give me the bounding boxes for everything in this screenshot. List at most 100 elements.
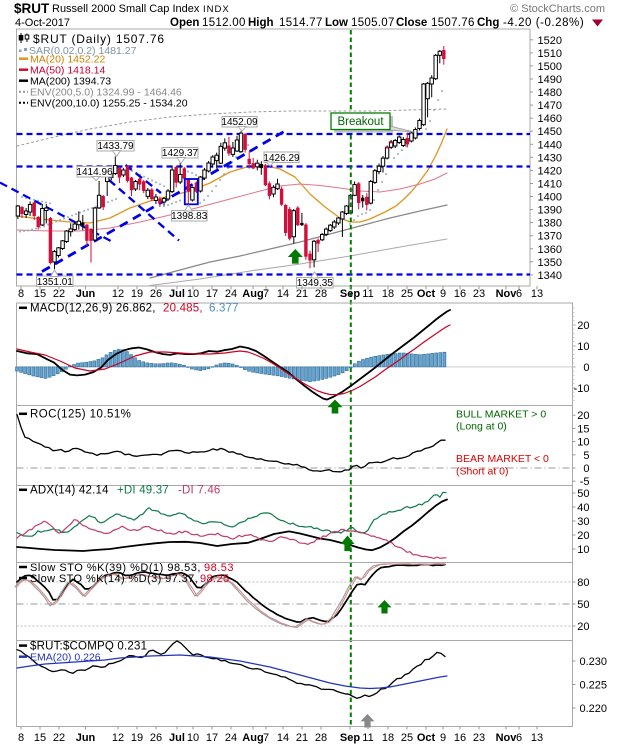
svg-text:18: 18 [382,288,394,300]
svg-text:Sep: Sep [340,288,360,300]
svg-text:Close: Close [396,17,427,29]
svg-text:17: 17 [206,288,218,300]
svg-text:Oct: Oct [417,732,436,744]
svg-text:1520: 1520 [538,35,562,47]
svg-text:6: 6 [516,288,522,300]
svg-text:MACD(12,26,9) 26.862,: MACD(12,26,9) 26.862, [30,303,156,315]
svg-text:20: 20 [577,621,589,633]
svg-text:10: 10 [577,544,589,556]
svg-text:16: 16 [454,732,466,744]
svg-text:1433.79: 1433.79 [97,141,134,152]
svg-text:Sep: Sep [340,732,360,744]
svg-text:13: 13 [531,732,543,744]
svg-text:Oct: Oct [417,288,436,300]
svg-text:Chg: Chg [477,17,499,29]
svg-text:-5: -5 [580,476,590,488]
svg-text:6.377: 6.377 [209,303,239,315]
svg-text:24: 24 [225,288,237,300]
svg-text:13: 13 [531,288,543,300]
svg-text:24: 24 [225,732,237,744]
svg-text:Nov: Nov [496,732,518,744]
svg-text:1426.29: 1426.29 [263,153,300,164]
svg-text:28: 28 [315,288,327,300]
svg-text:Low: Low [325,17,348,29]
svg-text:Aug: Aug [242,732,263,744]
svg-text:12: 12 [112,288,124,300]
svg-text:(Long at 0): (Long at 0) [456,421,507,433]
svg-text:1350: 1350 [538,257,562,269]
svg-text:50: 50 [577,599,589,611]
svg-text:-4.20 (-0.28%): -4.20 (-0.28%) [503,17,584,29]
svg-text:1452.09: 1452.09 [221,117,258,128]
svg-text:8: 8 [18,732,24,744]
svg-text:10: 10 [577,437,589,449]
svg-text:1340: 1340 [538,270,562,282]
svg-text:Slow STO %K(39) %D(1) 98.53,: Slow STO %K(39) %D(1) 98.53, [30,562,201,574]
svg-text:17: 17 [206,732,218,744]
svg-text:1360: 1360 [538,244,562,256]
svg-text:ENV(200,5.0) 1324.99 - 1464.46: ENV(200,5.0) 1324.99 - 1464.46 [30,87,182,99]
svg-text:9: 9 [440,288,446,300]
svg-text:ADX(14) 42.14: ADX(14) 42.14 [30,485,109,497]
svg-text:26: 26 [150,288,162,300]
svg-text:Jul: Jul [169,288,185,300]
svg-text:$RUT: $RUT [14,1,50,16]
svg-text:1370: 1370 [538,231,562,243]
svg-text:25: 25 [401,732,413,744]
svg-text:20: 20 [577,530,589,542]
svg-text:40: 40 [577,502,589,514]
svg-text:21: 21 [296,732,308,744]
svg-text:MA(50) 1418.14: MA(50) 1418.14 [30,65,105,77]
svg-text:16: 16 [454,288,466,300]
svg-text:1440: 1440 [538,139,562,151]
svg-text:18: 18 [382,732,394,744]
svg-text:1460: 1460 [538,113,562,125]
svg-text:1380: 1380 [538,218,562,230]
svg-text:23: 23 [473,288,485,300]
svg-text:25: 25 [401,288,413,300]
svg-text:0.225: 0.225 [579,680,607,692]
svg-text:7: 7 [263,732,269,744]
svg-text:Russell 2000 Small Cap Index: Russell 2000 Small Cap Index [52,3,200,15]
svg-text:80: 80 [577,577,589,589]
svg-text:20: 20 [577,410,589,422]
svg-text:98.25: 98.25 [200,573,230,585]
svg-text:Aug: Aug [242,288,263,300]
svg-text:19: 19 [131,288,143,300]
svg-text:7: 7 [263,288,269,300]
svg-text:10: 10 [187,732,199,744]
svg-text:+DI 49.37: +DI 49.37 [117,485,169,497]
svg-text:BULL MARKET > 0: BULL MARKET > 0 [456,409,546,421]
svg-text:1514.77: 1514.77 [279,17,323,29]
svg-text:(Short at 0): (Short at 0) [456,466,509,478]
svg-text:98.53: 98.53 [204,562,234,574]
svg-text:MA(20) 1452.22: MA(20) 1452.22 [30,54,105,66]
svg-text:1507.76: 1507.76 [431,17,475,29]
svg-text:0: 0 [583,463,589,475]
svg-text:1450: 1450 [538,126,562,138]
svg-text:22: 22 [53,732,65,744]
svg-text:-DI 7.46: -DI 7.46 [178,485,221,497]
svg-text:0.220: 0.220 [579,703,607,715]
svg-text:Jun: Jun [76,732,96,744]
svg-text:11: 11 [362,732,373,744]
svg-text:$RUT (Daily) 1507.76: $RUT (Daily) 1507.76 [33,32,165,46]
svg-text:11: 11 [362,288,373,300]
svg-text:Jun: Jun [76,288,96,300]
svg-text:INDX: INDX [203,4,230,15]
svg-text:1490: 1490 [538,74,562,86]
svg-text:15: 15 [577,423,589,435]
svg-text:50: 50 [577,488,589,500]
svg-text:1505.07: 1505.07 [351,17,395,29]
svg-text:10: 10 [577,341,589,353]
svg-text:14: 14 [277,732,289,744]
svg-text:1470: 1470 [538,100,562,112]
svg-text:26: 26 [150,732,162,744]
svg-text:$RUT:$COMPQ 0.231: $RUT:$COMPQ 0.231 [30,640,147,652]
svg-text:1400: 1400 [538,192,562,204]
svg-text:Open: Open [170,17,199,29]
svg-text:ROC(125) 10.51%: ROC(125) 10.51% [30,409,131,421]
svg-text:1390: 1390 [538,205,562,217]
svg-text:High: High [248,17,274,29]
svg-text:ENV(200,10.0) 1255.25 - 1534.2: ENV(200,10.0) 1255.25 - 1534.20 [30,98,188,110]
